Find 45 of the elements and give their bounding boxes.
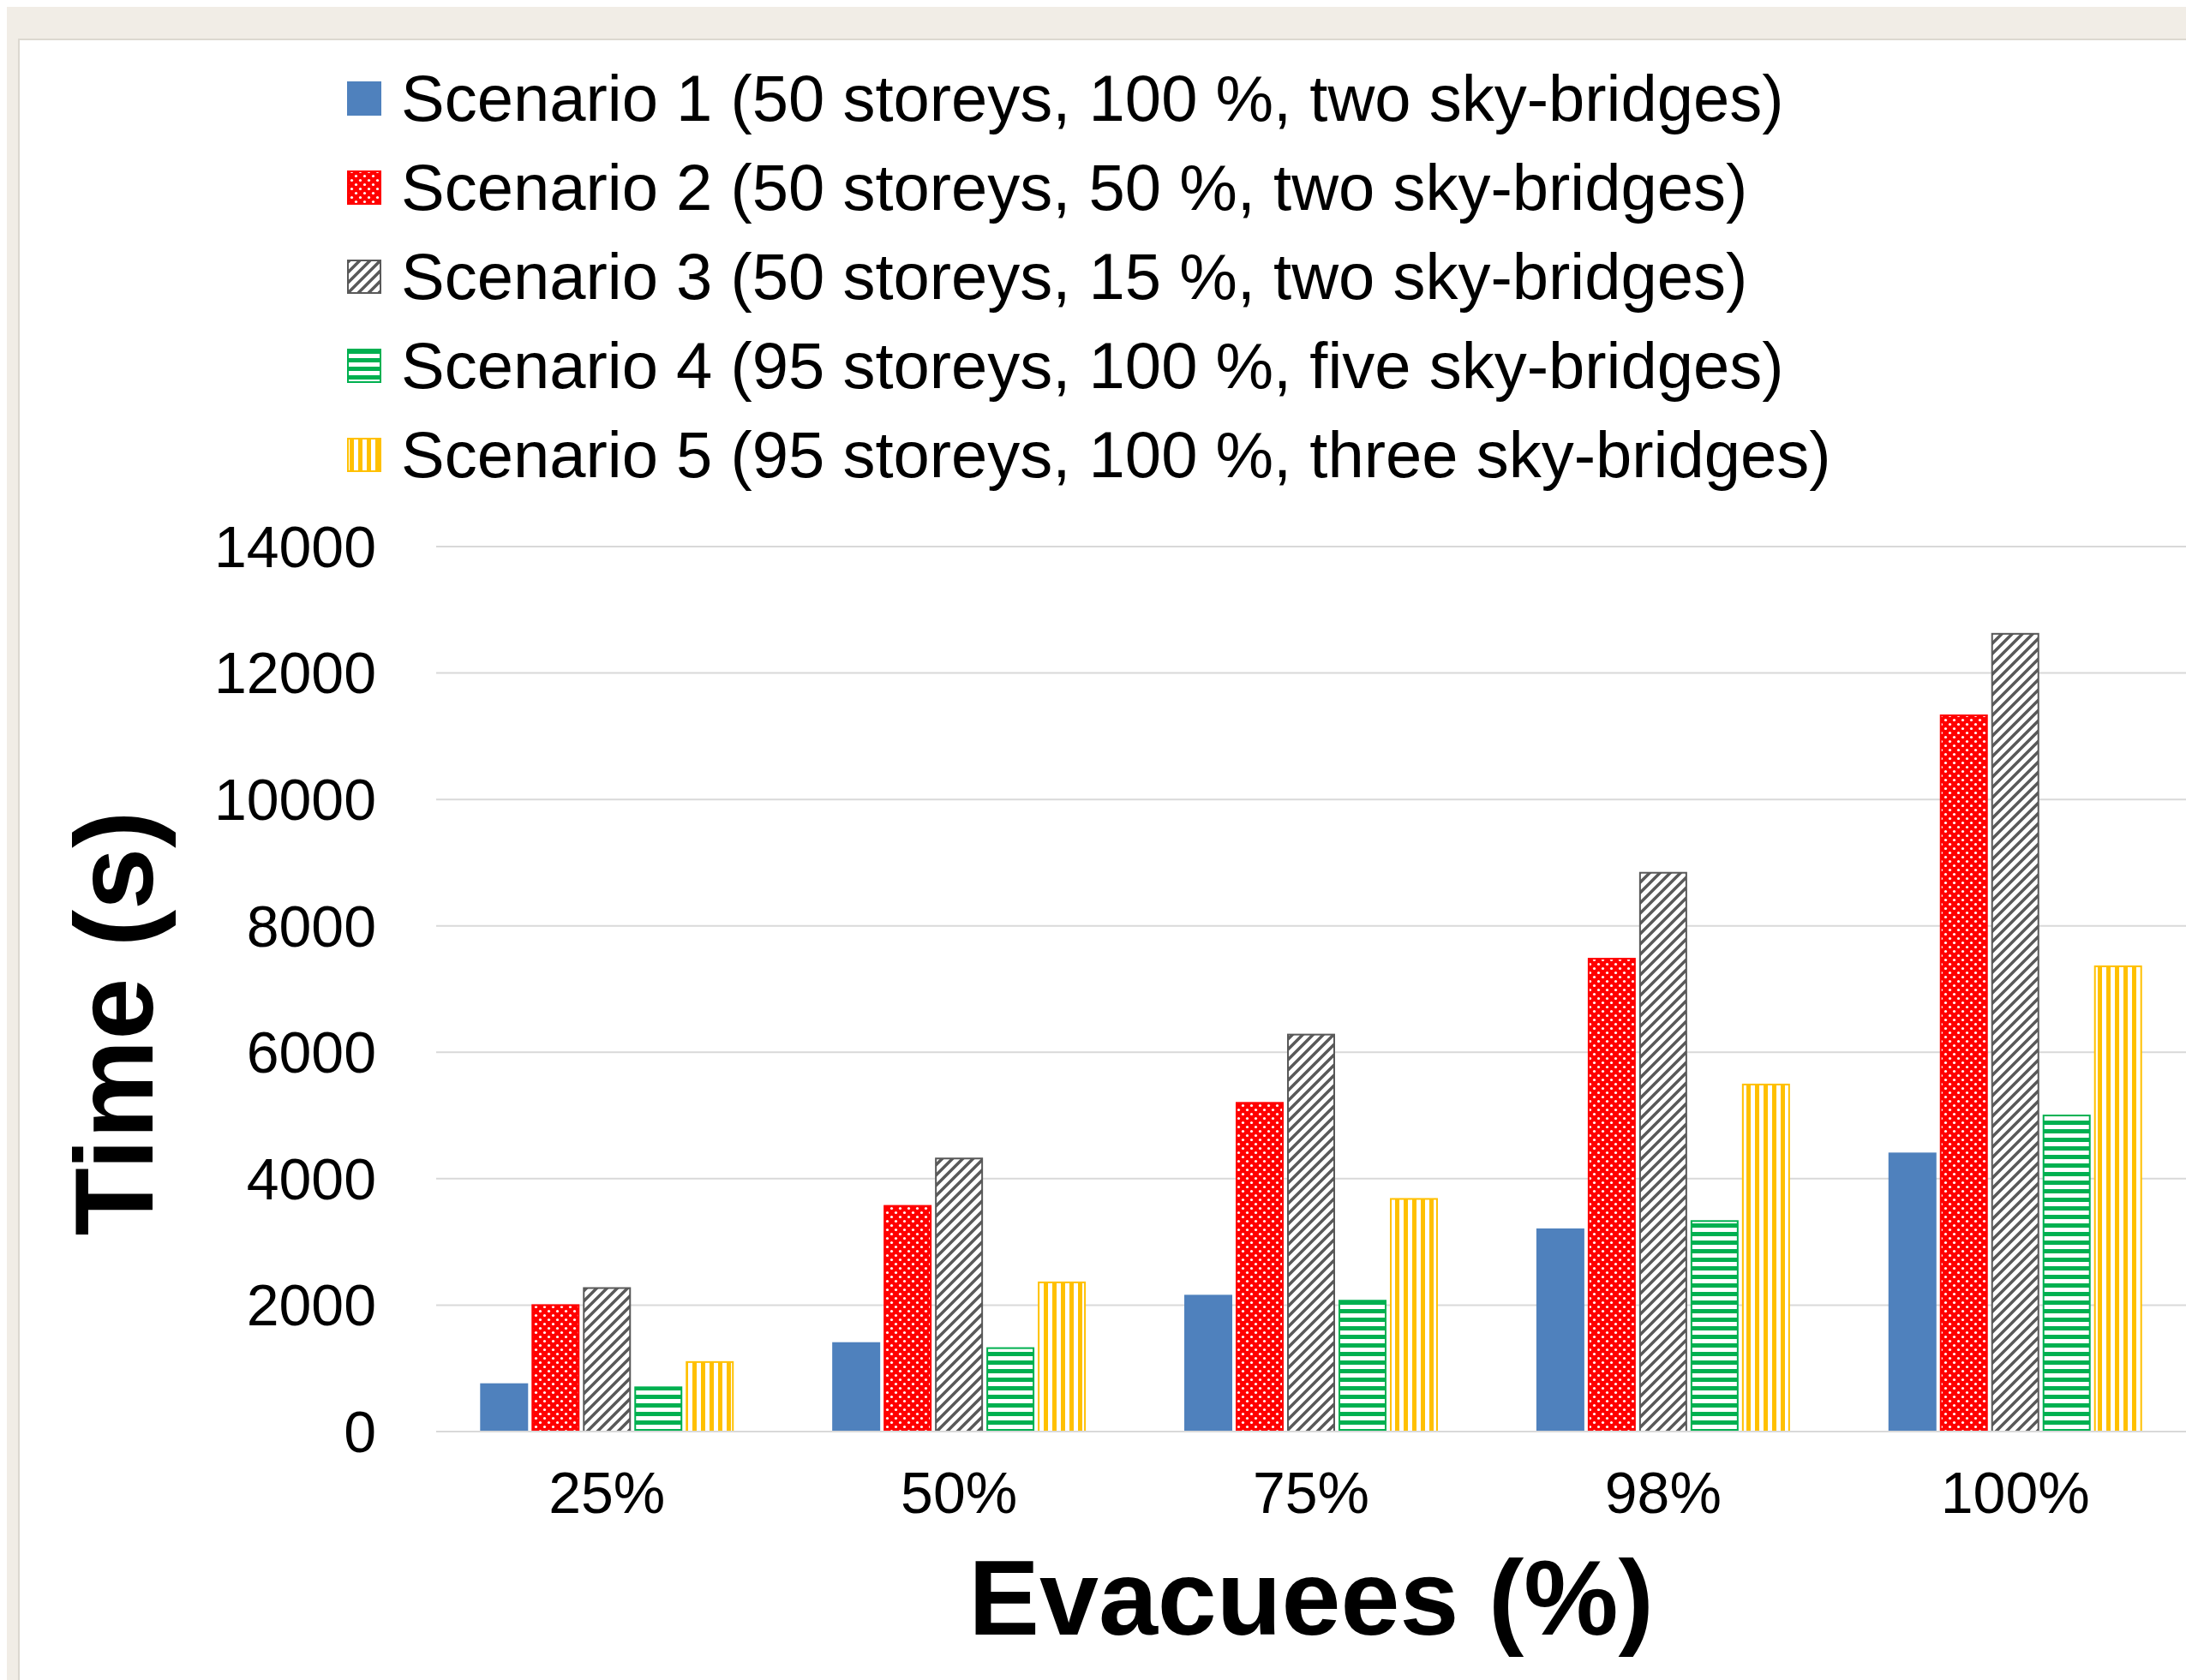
bar xyxy=(1888,1152,1937,1432)
x-axis-title: Evacuees (%) xyxy=(968,1539,1654,1657)
bar xyxy=(686,1360,734,1432)
bar xyxy=(531,1304,580,1432)
bar xyxy=(1236,1102,1285,1432)
y-tick-label: 12000 xyxy=(213,640,376,706)
y-tick-label: 2000 xyxy=(246,1272,376,1338)
bar xyxy=(480,1383,529,1432)
bar xyxy=(1741,1083,1790,1432)
bar xyxy=(1338,1300,1386,1432)
bar xyxy=(935,1157,984,1432)
x-tick-label: 100% xyxy=(1940,1460,2090,1525)
bar xyxy=(1991,632,2039,1432)
bar xyxy=(1287,1033,1335,1432)
legend-label: Scenario 3 (50 storeys, 15 %, two sky-bridges) xyxy=(401,239,1748,313)
bar xyxy=(1389,1198,1438,1432)
y-tick-label: 8000 xyxy=(246,893,376,959)
bar xyxy=(986,1347,1035,1432)
legend-label: Scenario 1 (50 storeys, 100 %, two sky-bridges) xyxy=(401,61,1784,135)
bar xyxy=(883,1205,932,1432)
bar xyxy=(1690,1220,1739,1432)
legend-label: Scenario 4 (95 storeys, 100 %, five sky-bridges) xyxy=(401,328,1784,402)
x-tick-label: 75% xyxy=(1252,1460,1370,1525)
bar xyxy=(1587,958,1636,1432)
bar xyxy=(1638,871,1687,1432)
y-tick-label: 10000 xyxy=(213,766,376,832)
x-tick-label: 98% xyxy=(1604,1460,1722,1525)
y-axis-title: Time (s) xyxy=(51,810,177,1236)
bar xyxy=(583,1287,632,1432)
bar xyxy=(634,1386,683,1432)
y-tick-label: 4000 xyxy=(246,1145,376,1211)
bar xyxy=(1184,1294,1233,1432)
y-tick-label: 6000 xyxy=(246,1019,376,1085)
x-tick-label: 50% xyxy=(901,1460,1018,1525)
legend-label: Scenario 5 (95 storeys, 100 %, three sky-bridges) xyxy=(401,417,1831,491)
bar xyxy=(2093,965,2142,1432)
y-tick-label: 14000 xyxy=(213,513,376,579)
bar xyxy=(1038,1281,1087,1432)
bar xyxy=(2042,1115,2091,1432)
bar xyxy=(1939,714,1988,1432)
y-tick-label: 0 xyxy=(344,1398,376,1464)
legend-label: Scenario 2 (50 storeys, 50 %, two sky-bridges) xyxy=(401,150,1748,224)
bar xyxy=(1536,1228,1584,1432)
x-tick-label: 25% xyxy=(548,1460,666,1525)
bar xyxy=(832,1342,881,1432)
